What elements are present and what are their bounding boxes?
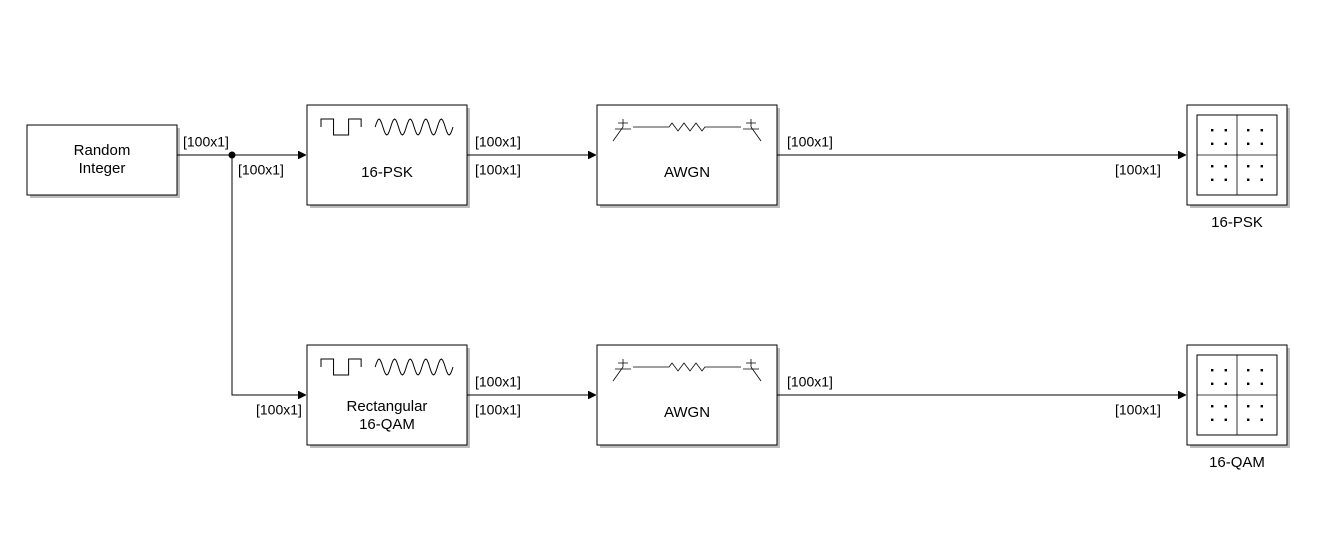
block-awgn-1[interactable] [597,105,777,205]
signal-dim: [100x1] [183,134,229,150]
signal-dim: [100x1] [256,402,302,418]
caption-scope-16qam: 16-QAM [1209,454,1265,471]
signal-dim: [100x1] [475,374,521,390]
svg-text:AWGN: AWGN [664,404,710,421]
caption-scope-16psk: 16-PSK [1211,214,1263,231]
signal-dim: [100x1] [475,402,521,418]
signal-dim: [100x1] [475,134,521,150]
block-awgn-2[interactable] [597,345,777,445]
svg-text:Integer: Integer [79,160,126,177]
svg-text:Rectangular: Rectangular [347,398,428,415]
signal-dim: [100x1] [787,374,833,390]
signal-dim: [100x1] [475,162,521,178]
svg-text:16-QAM: 16-QAM [359,416,415,433]
svg-text:Random: Random [74,142,131,159]
signal-dim: [100x1] [1115,162,1161,178]
signal-line [232,155,305,395]
signal-dim: [100x1] [238,162,284,178]
signal-dim: [100x1] [1115,402,1161,418]
svg-text:AWGN: AWGN [664,164,710,181]
signal-dim: [100x1] [787,134,833,150]
svg-text:16-PSK: 16-PSK [361,164,413,181]
